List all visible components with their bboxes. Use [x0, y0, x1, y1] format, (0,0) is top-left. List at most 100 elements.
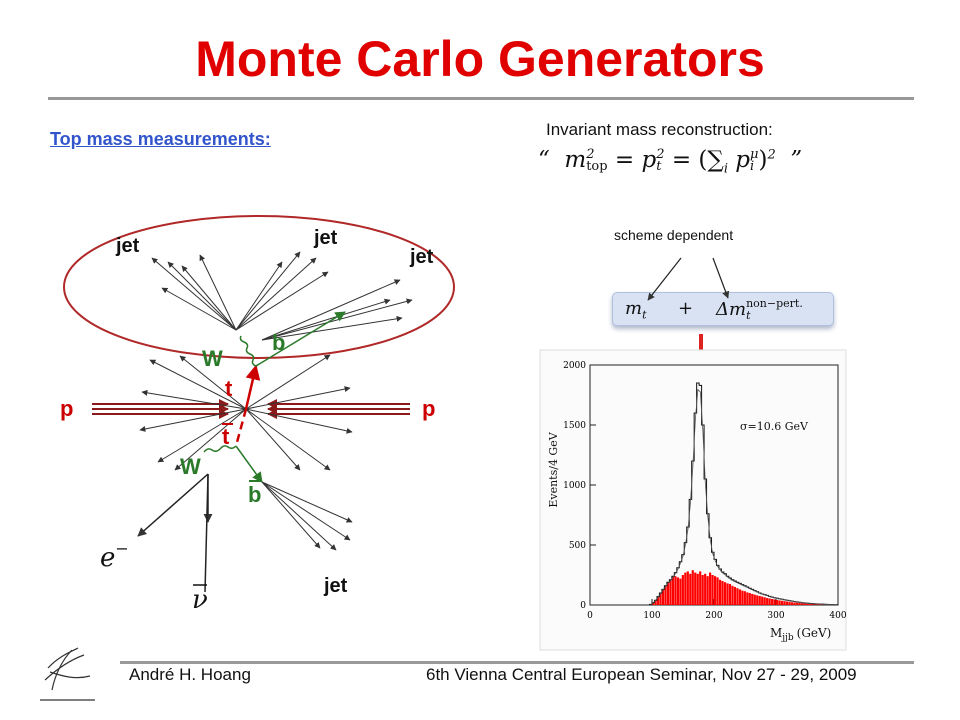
w-boson-top [239, 335, 257, 367]
top-quark-track [244, 364, 261, 410]
formula-sum-sub: i [723, 161, 728, 177]
beam-lines [92, 399, 410, 419]
mt-sub: t [642, 308, 647, 322]
label-electron-sup: − [115, 539, 128, 558]
mt-symbol: m [625, 298, 643, 319]
b-quark-track [255, 311, 346, 367]
histogram-bar [803, 603, 806, 605]
histogram-bar [718, 579, 722, 605]
formula-p2-sub: i [750, 159, 755, 174]
x-axis-label-unit: (GeV) [797, 626, 832, 640]
x-tick-label: 300 [767, 611, 784, 621]
histogram-bar [704, 573, 707, 605]
histogram-bar [795, 602, 799, 605]
histogram-filled-series [649, 570, 838, 605]
histogram-bar [766, 598, 769, 605]
w-boson-bottom [203, 445, 237, 453]
formula-p2: p [735, 147, 751, 173]
label-proton-right: p [422, 396, 435, 421]
histogram-bar [674, 576, 677, 605]
formula-p-sub: t [656, 159, 662, 174]
label-top: t [225, 376, 233, 401]
histogram-bar [681, 575, 684, 605]
histogram-chart: 0 500 1000 1500 2000 0 100 200 300 400 σ=10.6 Ge… [539, 349, 847, 651]
histogram-bar [818, 604, 821, 605]
histogram-bar [689, 573, 692, 605]
mt-term: mt [625, 298, 647, 322]
label-jet-1: jet [115, 235, 140, 257]
histogram-bar [659, 593, 662, 605]
histogram-bar [776, 599, 779, 605]
label-jet-2: jet [313, 227, 338, 249]
sigma-annotation: σ=10.6 GeV [740, 420, 809, 433]
section-heading: Top mass measurements: [50, 129, 271, 149]
formula-p-sup: 2 [656, 147, 665, 162]
footer-divider [120, 661, 914, 664]
histogram-bar [679, 578, 682, 605]
histogram-bar [810, 603, 813, 605]
x-tick-label: 0 [587, 611, 593, 621]
histogram-bar [706, 576, 709, 605]
histogram-bar [813, 604, 816, 605]
label-electron-e: e [100, 543, 115, 573]
histogram-bar [743, 591, 746, 605]
histogram-bar [669, 579, 672, 605]
formula-p: p [641, 147, 657, 173]
formula-eq2: = [671, 147, 692, 173]
histogram-bar [701, 575, 704, 605]
label-antitop: t [222, 424, 230, 449]
histogram-bar [728, 584, 732, 605]
histogram-bar [800, 603, 803, 605]
y-tick-label: 500 [569, 541, 586, 551]
formula-close: ) [758, 147, 768, 173]
histogram-bar [758, 596, 761, 605]
histogram-bar [785, 601, 789, 605]
histogram-bar [793, 602, 796, 605]
histogram-bar [756, 595, 759, 605]
histogram-bar [731, 585, 734, 605]
histogram-bar [666, 582, 670, 605]
delta-mt-symbol: Δm [716, 299, 747, 320]
histogram-bar [790, 602, 794, 605]
formula-m-sub: top [586, 159, 608, 174]
histogram-bar [773, 599, 776, 605]
y-ticks: 0 500 1000 1500 2000 [563, 361, 596, 611]
bottom-jet-tracks [261, 481, 353, 551]
histogram-bar [733, 587, 737, 605]
histogram-bar [788, 601, 791, 605]
y-axis-label: Events/4 GeV [547, 431, 560, 507]
x-axis-label-sub: jjb [781, 633, 794, 643]
label-b: b [272, 330, 285, 355]
histogram-bar [723, 582, 727, 605]
histogram-bar [771, 599, 774, 605]
y-tick-label: 1000 [563, 481, 586, 491]
y-tick-label: 0 [580, 601, 586, 611]
histogram-bar [768, 598, 771, 605]
histogram-bar [736, 588, 739, 605]
x-axis-label-m: M [770, 626, 782, 640]
slide-title: Monte Carlo Generators [195, 31, 765, 87]
formula-open-quote: “ [538, 147, 550, 173]
histogram-bar [820, 604, 823, 605]
histogram-bar [751, 593, 754, 605]
histogram-bar [711, 575, 714, 605]
formula-close-sup: 2 [767, 147, 776, 163]
invariant-mass-label: Invariant mass reconstruction: [546, 120, 773, 139]
formula-eq1: = [614, 147, 635, 173]
histogram-bar [684, 572, 687, 605]
histogram-bar [753, 594, 756, 605]
histogram-bar [726, 583, 729, 605]
histogram-bar [656, 596, 660, 605]
delta-mt-sup: non−pert. [746, 297, 803, 310]
histogram-bar [664, 585, 667, 605]
formula-p2-sup: μ [750, 147, 759, 162]
institute-logo [40, 647, 95, 701]
label-jet-4: jet [323, 575, 348, 597]
histogram-bar [676, 577, 679, 605]
histogram-bar [721, 581, 724, 605]
histogram-bar [780, 600, 784, 605]
event-diagram: jet jet jet jet b b W W t t p p e− ν [60, 215, 455, 615]
histogram-bar [699, 571, 702, 605]
jet-ellipse [63, 215, 455, 359]
